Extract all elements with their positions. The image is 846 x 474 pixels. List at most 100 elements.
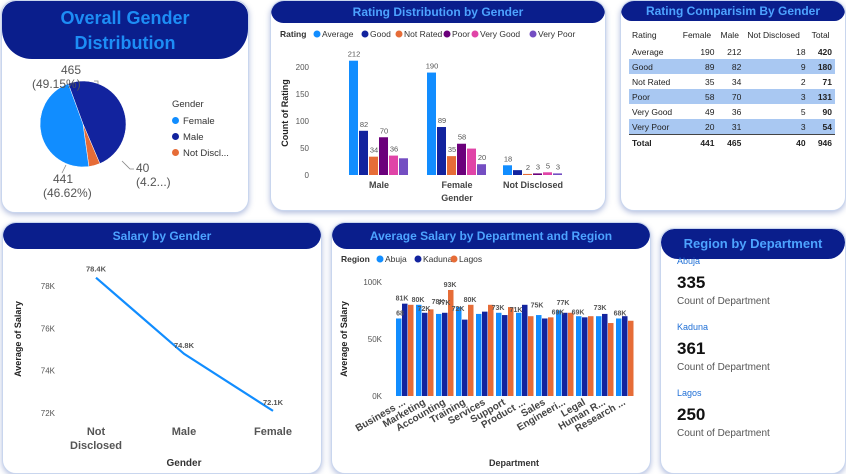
rating-distribution-card[interactable]: Rating Distribution by Gender Rating Aver… [270, 0, 606, 211]
salary-line-chart[interactable]: 72K 74K 76K 78K Average of Salary 78.4K Not Dis… [3, 223, 321, 473]
table-cell: 190 [700, 46, 715, 57]
bar-lagos[interactable] [428, 309, 434, 396]
bar-very-good[interactable] [543, 172, 552, 175]
bar-abuja[interactable] [396, 318, 402, 396]
gender-distribution-card[interactable]: Overall Gender Distribution 465 (49.15%)… [1, 0, 249, 213]
bar-kaduna[interactable] [622, 316, 628, 396]
salary-dept-bar-chart[interactable]: Region Abuja Kaduna Lagos 0K 50K 100K Average o… [332, 223, 650, 473]
column-header[interactable]: Male [720, 30, 739, 40]
bar-kaduna[interactable] [502, 315, 508, 396]
rating-table-card[interactable]: Rating Comparisim By Gender Rating Femal… [620, 0, 846, 211]
bar-very-good[interactable] [467, 148, 476, 175]
pie-legend-item-male[interactable]: Male [172, 132, 229, 143]
column-header[interactable]: Rating [632, 30, 657, 40]
bar-average[interactable] [349, 60, 358, 176]
bar-very-good[interactable] [389, 155, 398, 175]
pie-legend-item-female[interactable]: Female [172, 116, 229, 127]
bar-kaduna[interactable] [402, 303, 408, 396]
bar-kaduna[interactable] [422, 312, 428, 396]
table-row[interactable]: Very Poor 20 31 3 54 [629, 119, 835, 135]
bar-abuja[interactable] [436, 313, 442, 396]
bar-not-rated[interactable] [369, 156, 378, 175]
table-row[interactable]: Average 190 212 18 420 [629, 44, 835, 59]
bar-lagos[interactable] [468, 304, 474, 396]
bar-kaduna[interactable] [602, 313, 608, 396]
table-row[interactable]: Good 89 82 9 180 [629, 59, 835, 74]
region-card[interactable]: Region by Department Abuja 335 Count of … [660, 228, 846, 474]
bar-kaduna[interactable] [442, 312, 448, 396]
bar-lagos[interactable] [488, 304, 494, 396]
salary-gender-title: Salary by Gender [112, 229, 212, 243]
bar-kaduna[interactable] [582, 317, 588, 396]
table-row[interactable]: Poor 58 70 3 131 [629, 89, 835, 104]
bar-lagos[interactable] [528, 316, 534, 396]
legend-dot-icon[interactable] [395, 30, 403, 38]
y-tick-label: 0 [305, 171, 310, 180]
pie-leader-line[interactable] [121, 160, 134, 170]
column-header[interactable]: Not Disclosed [747, 30, 800, 40]
bar-poor[interactable] [457, 143, 466, 175]
pie-legend-item-not-disclosed[interactable]: Not Discl... [172, 148, 229, 159]
bar-kaduna[interactable] [482, 311, 488, 396]
bar-abuja[interactable] [596, 316, 602, 396]
bar-not-rated[interactable] [523, 173, 532, 175]
kpi-lagos-region: Lagos [677, 388, 702, 398]
salary-line[interactable] [95, 276, 274, 412]
gender-pie-chart[interactable] [2, 1, 248, 212]
bar-average[interactable] [427, 72, 436, 175]
bar-good[interactable] [437, 127, 446, 175]
bar-lagos[interactable] [408, 304, 414, 396]
legend-dot-icon[interactable] [529, 30, 537, 38]
table-total-row[interactable]: Total 441 465 40 946 [629, 134, 835, 150]
table-row[interactable]: Not Rated 35 34 2 71 [629, 74, 835, 89]
bar-kaduna[interactable] [562, 312, 568, 396]
pie-leader-line[interactable] [61, 164, 67, 174]
bar-abuja[interactable] [456, 307, 462, 396]
bar-lagos[interactable] [628, 320, 634, 396]
table-row[interactable]: Very Good 49 36 5 90 [629, 104, 835, 119]
bar-not-rated[interactable] [447, 156, 456, 175]
pie-slice-male[interactable] [67, 80, 127, 164]
bar-kaduna[interactable] [522, 304, 528, 396]
bar-abuja[interactable] [476, 313, 482, 396]
column-header[interactable]: Total [811, 30, 830, 40]
bar-lagos[interactable] [548, 317, 554, 396]
legend-dot-icon[interactable] [361, 30, 369, 38]
legend-dot-icon[interactable] [376, 255, 384, 263]
bar-abuja[interactable] [616, 318, 622, 396]
bar-very-poor[interactable] [553, 173, 562, 175]
bar-good[interactable] [513, 170, 522, 175]
pie-slice-female[interactable] [39, 83, 90, 168]
bar-abuja[interactable] [576, 316, 582, 396]
bar-lagos[interactable] [588, 316, 594, 396]
bar-abuja[interactable] [536, 315, 542, 396]
bar-kaduna[interactable] [542, 318, 548, 396]
bar-abuja[interactable] [556, 310, 562, 397]
rating-bar-chart[interactable]: Rating Average Good Not Rated Poor Very Good V… [271, 1, 605, 210]
bar-good[interactable] [359, 130, 368, 175]
bar-poor[interactable] [379, 137, 388, 175]
legend-dot-icon[interactable] [313, 30, 321, 38]
bar-very-poor[interactable] [477, 164, 486, 175]
rating-table-title: Rating Comparisim By Gender [645, 4, 821, 18]
legend-dot-icon[interactable] [471, 30, 479, 38]
bar-lagos[interactable] [568, 312, 574, 396]
bar-average[interactable] [503, 165, 512, 175]
bar-abuja[interactable] [516, 312, 522, 396]
bar-kaduna[interactable] [462, 319, 468, 396]
column-header[interactable]: Female [682, 30, 712, 40]
salary-gender-card[interactable]: Salary by Gender 72K 74K 76K 78K Average of … [2, 222, 322, 474]
pie-leader-line[interactable] [94, 80, 99, 84]
salary-dept-card[interactable]: Average Salary by Department and Region … [331, 222, 651, 474]
bar-lagos[interactable] [508, 307, 514, 396]
bar-lagos[interactable] [448, 289, 454, 396]
bar-abuja[interactable] [496, 312, 502, 396]
bar-very-poor[interactable] [399, 158, 408, 175]
bar-poor[interactable] [533, 173, 542, 175]
legend-dot-icon[interactable] [450, 255, 458, 263]
legend-dot-icon[interactable] [414, 255, 422, 263]
bar-lagos[interactable] [608, 323, 614, 396]
legend-dot-icon[interactable] [443, 30, 451, 38]
bar-abuja[interactable] [416, 304, 422, 396]
table-cell: 54 [808, 119, 835, 135]
